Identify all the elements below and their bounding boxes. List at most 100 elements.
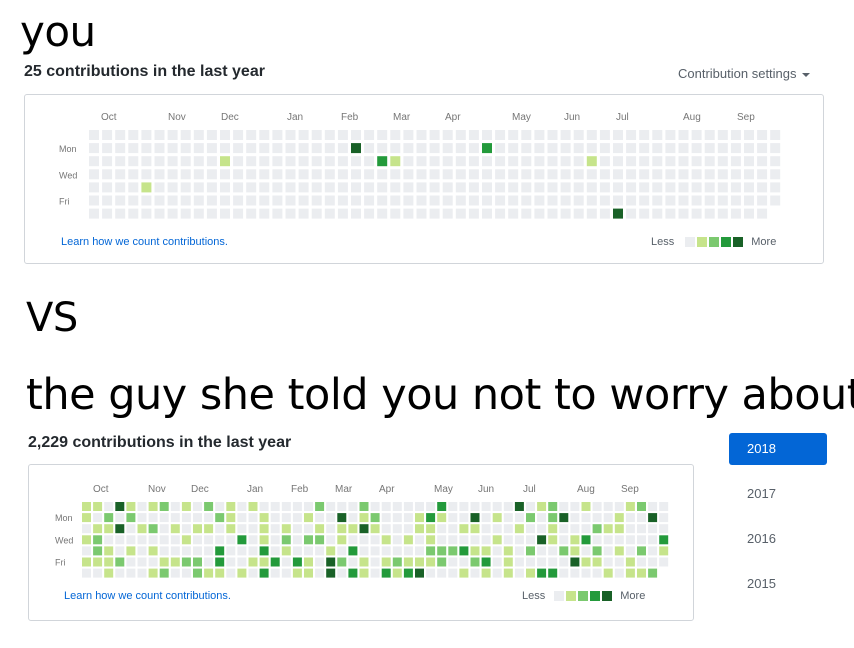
guy-day-cell[interactable] — [548, 557, 558, 567]
you-day-cell[interactable] — [128, 182, 139, 193]
guy-day-cell[interactable] — [526, 557, 535, 567]
guy-day-cell[interactable] — [614, 513, 624, 523]
you-day-cell[interactable] — [704, 182, 715, 193]
guy-day-cell[interactable] — [259, 513, 269, 523]
guy-day-cell[interactable] — [226, 502, 236, 511]
guy-day-cell[interactable] — [304, 513, 313, 523]
guy-day-cell[interactable] — [648, 502, 658, 511]
guy-day-cell[interactable] — [292, 535, 302, 545]
guy-day-cell[interactable] — [104, 546, 114, 556]
guy-day-cell[interactable] — [448, 535, 458, 545]
guy-day-cell[interactable] — [514, 546, 524, 556]
guy-day-cell[interactable] — [304, 557, 313, 567]
guy-day-cell[interactable] — [592, 524, 602, 534]
guy-day-cell[interactable] — [548, 502, 558, 511]
you-day-cell[interactable] — [220, 169, 230, 180]
you-day-cell[interactable] — [115, 208, 126, 219]
you-day-cell[interactable] — [586, 169, 597, 180]
guy-day-cell[interactable] — [193, 568, 202, 578]
you-day-cell[interactable] — [704, 195, 715, 206]
guy-day-cell[interactable] — [148, 524, 158, 534]
guy-day-cell[interactable] — [359, 568, 369, 578]
guy-day-cell[interactable] — [448, 568, 458, 578]
guy-day-cell[interactable] — [659, 535, 669, 545]
you-day-cell[interactable] — [154, 143, 165, 154]
you-day-cell[interactable] — [180, 143, 191, 154]
guy-day-cell[interactable] — [392, 568, 402, 578]
you-day-cell[interactable] — [311, 130, 322, 140]
guy-day-cell[interactable] — [459, 502, 469, 511]
you-day-cell[interactable] — [639, 208, 650, 219]
you-day-cell[interactable] — [573, 130, 584, 140]
you-day-cell[interactable] — [586, 195, 597, 206]
guy-day-cell[interactable] — [304, 546, 313, 556]
guy-day-cell[interactable] — [82, 502, 91, 511]
you-day-cell[interactable] — [652, 195, 663, 206]
you-day-cell[interactable] — [298, 143, 309, 154]
you-day-cell[interactable] — [311, 208, 322, 219]
guy-day-cell[interactable] — [581, 557, 591, 567]
you-day-cell[interactable] — [730, 156, 741, 167]
guy-day-cell[interactable] — [559, 568, 569, 578]
you-day-cell[interactable] — [757, 169, 768, 180]
you-day-cell[interactable] — [652, 130, 663, 140]
guy-day-cell[interactable] — [370, 557, 380, 567]
guy-day-cell[interactable] — [259, 568, 269, 578]
you-day-cell[interactable] — [272, 208, 283, 219]
guy-day-cell[interactable] — [337, 557, 347, 567]
guy-day-cell[interactable] — [614, 524, 624, 534]
guy-day-cell[interactable] — [326, 502, 336, 511]
you-day-cell[interactable] — [154, 195, 165, 206]
guy-day-cell[interactable] — [115, 513, 125, 523]
guy-day-cell[interactable] — [470, 535, 480, 545]
you-day-cell[interactable] — [272, 182, 283, 193]
you-day-cell[interactable] — [468, 195, 479, 206]
you-day-cell[interactable] — [730, 208, 741, 219]
you-day-cell[interactable] — [482, 169, 492, 180]
guy-day-cell[interactable] — [481, 513, 491, 523]
you-day-cell[interactable] — [167, 143, 178, 154]
guy-day-cell[interactable] — [93, 568, 103, 578]
guy-day-cell[interactable] — [259, 502, 269, 511]
guy-day-cell[interactable] — [614, 502, 624, 511]
guy-day-cell[interactable] — [592, 546, 602, 556]
guy-day-cell[interactable] — [514, 568, 524, 578]
guy-day-cell[interactable] — [237, 568, 247, 578]
guy-day-cell[interactable] — [326, 568, 336, 578]
you-day-cell[interactable] — [482, 156, 492, 167]
you-day-cell[interactable] — [560, 182, 571, 193]
guy-day-cell[interactable] — [448, 546, 458, 556]
you-day-cell[interactable] — [770, 143, 781, 154]
you-day-cell[interactable] — [364, 130, 375, 140]
you-day-cell[interactable] — [180, 169, 191, 180]
you-day-cell[interactable] — [416, 169, 427, 180]
guy-day-cell[interactable] — [503, 502, 513, 511]
guy-day-cell[interactable] — [426, 513, 436, 523]
you-day-cell[interactable] — [193, 143, 204, 154]
you-day-cell[interactable] — [613, 195, 623, 206]
guy-day-cell[interactable] — [481, 557, 491, 567]
guy-day-cell[interactable] — [537, 546, 547, 556]
you-day-cell[interactable] — [298, 208, 309, 219]
guy-day-cell[interactable] — [181, 524, 191, 534]
you-day-cell[interactable] — [547, 208, 558, 219]
you-day-cell[interactable] — [193, 195, 204, 206]
guy-day-cell[interactable] — [292, 524, 302, 534]
you-day-cell[interactable] — [89, 182, 99, 193]
year-link-2018[interactable]: 2018 — [729, 433, 827, 465]
guy-day-cell[interactable] — [292, 502, 302, 511]
you-day-cell[interactable] — [285, 143, 296, 154]
you-day-cell[interactable] — [495, 208, 506, 219]
you-day-cell[interactable] — [495, 182, 506, 193]
you-day-cell[interactable] — [495, 195, 506, 206]
you-day-cell[interactable] — [377, 182, 388, 193]
you-day-cell[interactable] — [639, 143, 650, 154]
guy-day-cell[interactable] — [592, 568, 602, 578]
guy-day-cell[interactable] — [148, 568, 158, 578]
guy-day-cell[interactable] — [104, 557, 114, 567]
guy-day-cell[interactable] — [326, 546, 336, 556]
you-day-cell[interactable] — [691, 130, 702, 140]
guy-day-cell[interactable] — [304, 568, 313, 578]
you-day-cell[interactable] — [508, 169, 519, 180]
you-day-cell[interactable] — [652, 208, 663, 219]
